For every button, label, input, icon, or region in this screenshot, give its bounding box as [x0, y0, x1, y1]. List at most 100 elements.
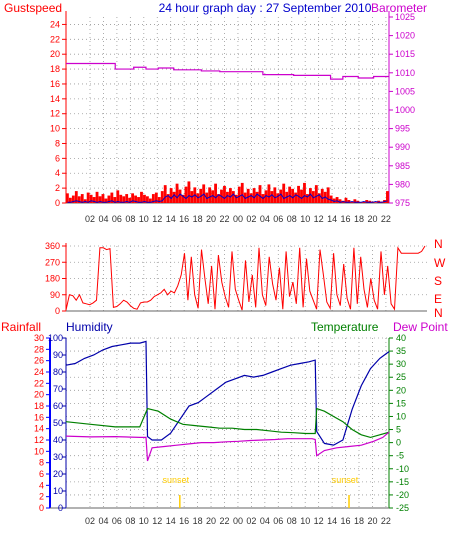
- temperature-tick-label: 10: [396, 411, 406, 421]
- rainfall-tick-label: 0: [39, 503, 44, 513]
- direction-tick-label: 180: [45, 274, 60, 284]
- rainfall-tick-label: 24: [34, 367, 44, 377]
- compass-label: W: [434, 256, 446, 270]
- humidity-tick-label: 40: [53, 435, 63, 445]
- time-tick-label: 08: [287, 516, 297, 526]
- gust-bar: [172, 191, 176, 203]
- time-tick-label: 06: [112, 516, 122, 526]
- gust-bar: [68, 197, 72, 203]
- barometer-tick-label: 985: [395, 161, 410, 171]
- rainfall-tick-label: 6: [39, 469, 44, 479]
- time-tick-label: 02: [85, 214, 95, 224]
- humidity-tick-label: 20: [53, 469, 63, 479]
- gust-bar: [214, 183, 217, 203]
- gust-bar: [279, 189, 283, 203]
- gustspeed-tick-label: 0: [55, 198, 60, 208]
- gust-bar: [228, 188, 232, 203]
- barometer-tick-label: 1025: [395, 12, 415, 22]
- gustspeed-axis-title: Gustspeed: [4, 1, 62, 15]
- gust-bar: [326, 187, 330, 203]
- gust-bar: [89, 194, 93, 203]
- gust-bar: [151, 194, 155, 203]
- gust-bar: [154, 192, 158, 203]
- time-tick-label: 04: [260, 516, 270, 526]
- time-tick-label: 20: [206, 214, 216, 224]
- gust-bar: [362, 201, 366, 203]
- time-tick-label: 04: [260, 214, 270, 224]
- gust-bar: [95, 191, 99, 203]
- gust-bar: [335, 197, 339, 203]
- rainfall-tick-label: 12: [34, 435, 44, 445]
- humidity-tick-label: 0: [58, 503, 63, 513]
- compass-label: N: [434, 306, 443, 320]
- gust-bar: [160, 191, 164, 203]
- gust-bar: [231, 191, 235, 203]
- gust-bar: [273, 187, 277, 203]
- gustspeed-tick-label: 12: [50, 109, 60, 119]
- time-tick-label: 18: [193, 516, 203, 526]
- time-tick-label: 20: [367, 214, 377, 224]
- sunset-label: sunset: [163, 475, 190, 485]
- barometer-tick-label: 1020: [395, 31, 415, 41]
- direction-tick-label: 90: [50, 290, 60, 300]
- time-tick-label: 12: [152, 516, 162, 526]
- gust-bar: [140, 191, 143, 203]
- humidity-tick-label: 60: [53, 401, 63, 411]
- gust-bar: [270, 191, 274, 203]
- gust-bar: [237, 186, 241, 203]
- gust-bar: [223, 185, 226, 203]
- time-tick-label: 16: [179, 516, 189, 526]
- gust-bar: [80, 194, 84, 203]
- barometer-tick-label: 980: [395, 179, 410, 189]
- gust-bar: [66, 193, 69, 203]
- barometer-tick-label: 1005: [395, 86, 415, 96]
- direction-tick-label: 360: [45, 241, 60, 251]
- humidity-line: [65, 340, 390, 446]
- gust-bar: [116, 190, 120, 203]
- gust-bar: [157, 197, 161, 203]
- temperature-tick-label: 0: [396, 438, 401, 448]
- gust-bar: [211, 190, 215, 203]
- time-tick-label: 14: [327, 516, 337, 526]
- time-tick-label: 14: [166, 516, 176, 526]
- direction-tick-label: 270: [45, 257, 60, 267]
- time-tick-label: 12: [314, 516, 324, 526]
- gust-bar: [134, 195, 137, 203]
- rainfall-tick-label: 18: [34, 401, 44, 411]
- gust-bar: [255, 191, 259, 203]
- barometer-tick-label: 1010: [395, 68, 415, 78]
- humidity-tick-label: 50: [53, 418, 63, 428]
- gust-bar: [297, 185, 300, 203]
- gust-bar: [294, 192, 297, 203]
- wind-speed-line: [67, 193, 388, 203]
- time-tick-label: 06: [112, 214, 122, 224]
- gust-bar: [374, 202, 377, 203]
- gust-bar: [86, 192, 90, 203]
- time-tick-label: 22: [219, 516, 229, 526]
- time-tick-label: 22: [381, 516, 391, 526]
- gust-bar: [107, 195, 111, 203]
- time-tick-label: 06: [273, 214, 283, 224]
- gust-bar: [181, 194, 185, 203]
- pressure-line: [66, 62, 389, 80]
- time-tick-label: 18: [193, 214, 203, 224]
- gust-bar: [226, 191, 229, 203]
- gust-bar: [300, 189, 303, 203]
- gustspeed-tick-label: 10: [50, 124, 60, 134]
- barometer-tick-label: 995: [395, 124, 410, 134]
- barometer-tick-label: 975: [395, 198, 410, 208]
- time-tick-label: 22: [219, 214, 229, 224]
- rainfall-tick-label: 10: [34, 446, 44, 456]
- gust-bar: [353, 199, 357, 203]
- compass-label: N: [434, 237, 443, 251]
- gust-bar: [282, 183, 286, 203]
- gust-bar: [146, 196, 149, 203]
- gust-bar: [184, 186, 188, 203]
- time-tick-label: 10: [300, 214, 310, 224]
- gust-bar: [113, 197, 117, 203]
- gust-bar: [276, 193, 280, 203]
- gustspeed-tick-label: 4: [55, 168, 60, 178]
- time-tick-label: 20: [206, 516, 216, 526]
- gust-bar: [166, 194, 170, 203]
- rainfall-axis-title: Rainfall: [1, 320, 41, 334]
